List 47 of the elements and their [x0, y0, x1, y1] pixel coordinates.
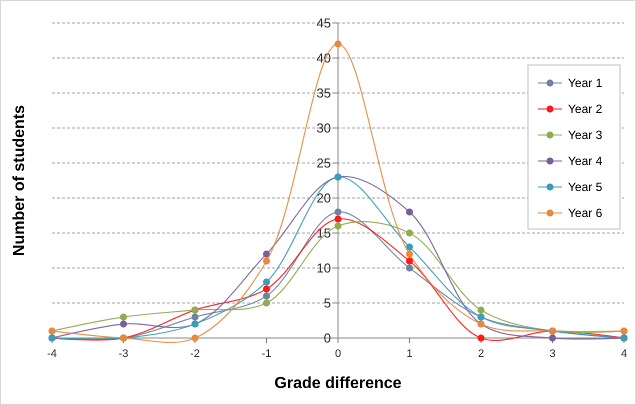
point — [334, 40, 342, 48]
legend-label: Year 1 — [568, 76, 603, 90]
point — [192, 334, 198, 342]
point — [263, 278, 270, 286]
y-axis-title: Number of students — [11, 104, 28, 256]
point — [406, 250, 413, 258]
y-tick-label: 5 — [324, 296, 331, 311]
x-tick-label: 0 — [334, 348, 342, 360]
point — [406, 258, 413, 264]
point — [263, 286, 270, 292]
point — [334, 208, 342, 216]
point — [120, 314, 127, 320]
point — [334, 222, 342, 230]
y-tick-label: 20 — [316, 190, 331, 206]
x-tick-label: -3 — [118, 348, 128, 360]
point — [406, 244, 413, 250]
point — [478, 334, 484, 342]
y-tick-label: 25 — [316, 156, 331, 171]
legend-label: Year 4 — [568, 154, 603, 168]
legend-label: Year 2 — [568, 102, 603, 116]
point — [120, 320, 127, 328]
x-tick-label: 3 — [549, 348, 556, 360]
legend-label: Year 5 — [568, 180, 603, 194]
legend-label: Year 6 — [568, 206, 603, 220]
y-tick-label: 45 — [316, 16, 331, 31]
y-tick-label: 35 — [316, 86, 331, 101]
y-tick-label: 30 — [316, 120, 331, 136]
x-tick-label: -1 — [262, 348, 272, 360]
point — [478, 306, 484, 314]
x-axis-title: Grade difference — [274, 375, 402, 392]
point — [192, 314, 198, 320]
x-tick-label: 1 — [406, 348, 413, 360]
point — [549, 334, 556, 342]
point — [406, 208, 413, 216]
x-tick-label: -2 — [190, 348, 200, 360]
x-tick-label: 4 — [620, 348, 628, 360]
y-tick-label: 10 — [316, 260, 331, 276]
x-tick-label: -4 — [47, 348, 57, 360]
legend-label: Year 3 — [568, 128, 603, 142]
x-tick-label: 2 — [478, 348, 484, 360]
point — [263, 250, 270, 258]
point — [263, 300, 270, 306]
point — [406, 264, 413, 272]
point — [334, 216, 342, 222]
point — [406, 230, 413, 236]
point — [263, 258, 270, 264]
point — [263, 292, 270, 300]
